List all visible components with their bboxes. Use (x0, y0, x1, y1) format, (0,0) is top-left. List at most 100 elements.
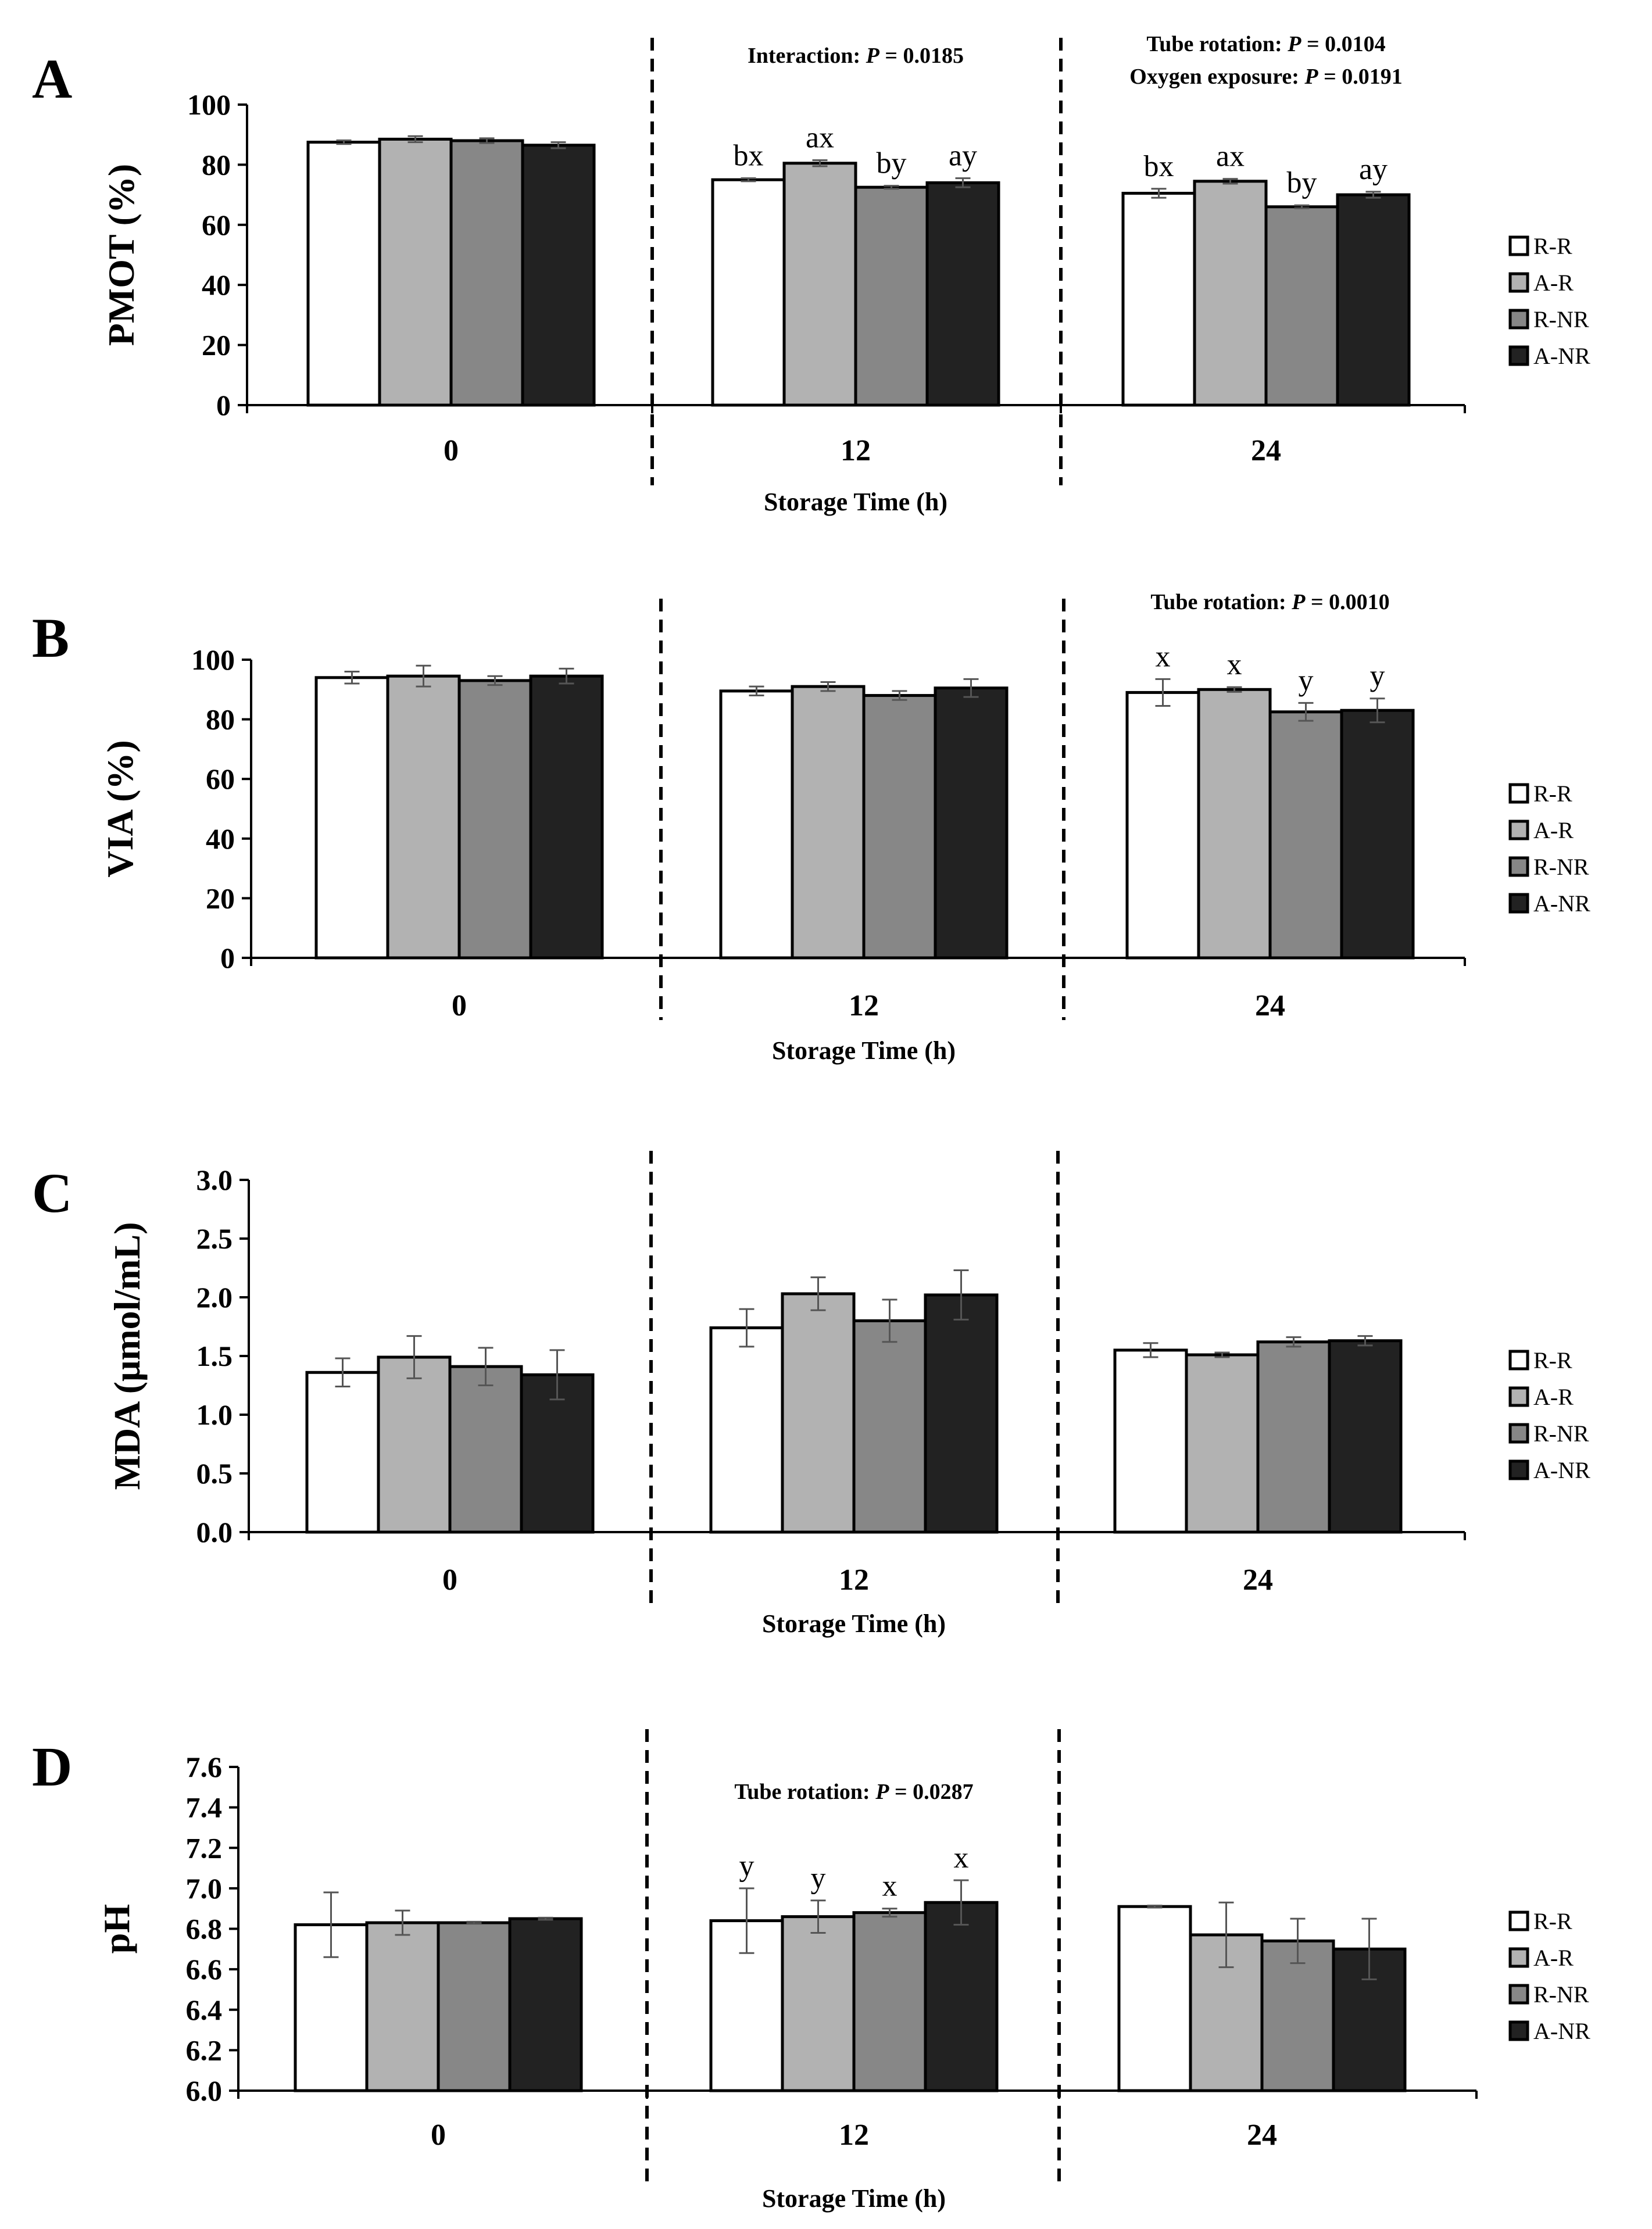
bar-r-nr (448, 1365, 523, 1534)
bar-r-r (305, 1371, 380, 1534)
bar-a-nr (1336, 193, 1411, 407)
x-tick-label: 0 (444, 434, 459, 467)
significance-label: x (882, 1870, 897, 1903)
legend-swatch-a-r (1508, 1947, 1529, 1968)
annotation-text: Tube rotation: (1146, 32, 1288, 56)
bar-a-nr (934, 686, 1009, 960)
legend-swatch-a-nr (1508, 2020, 1529, 2041)
x-tick-label: 0 (431, 2119, 446, 2152)
y-tick-label: 40 (206, 822, 235, 855)
significance-label: by (877, 147, 907, 180)
statistical-annotation: Tube rotation: P = 0.0104 (1146, 32, 1385, 56)
annotation-p-value: = 0.0010 (1305, 590, 1389, 614)
legend-swatch-r-nr (1508, 309, 1529, 330)
annotation-text: Tube rotation: (734, 1780, 875, 1804)
panel-b: B 0 20 40 60 80 100 VIA (%) 0 12 x x y y 24 Storage Tim… (32, 590, 1590, 1065)
legend-label: A-NR (1533, 1457, 1590, 1483)
y-tick-label: 3.0 (196, 1164, 233, 1196)
legend-swatch-a-nr (1508, 893, 1529, 914)
annotation-p-symbol: P (875, 1780, 889, 1804)
y-axis-label: MDA (μmol/mL) (106, 1222, 148, 1490)
panel-c: C 0.0 0.5 1.0 1.5 2.0 2.5 3.0 MDA (μmol/mL) 0 12 24… (32, 1151, 1590, 1638)
annotation-p-symbol: P (1291, 590, 1306, 614)
annotation-p-value: = 0.0191 (1318, 65, 1403, 89)
y-axis-label: VIA (%) (99, 740, 141, 877)
x-axis-label: Storage Time (h) (762, 2184, 946, 2213)
legend-swatch-a-r (1508, 272, 1529, 293)
bar-a-nr (520, 1373, 595, 1534)
panel-letter: A (32, 48, 72, 110)
significance-label: ax (1216, 140, 1245, 173)
x-tick-label: 24 (1251, 434, 1281, 467)
y-tick-label: 60 (202, 209, 231, 241)
bar-a-nr (924, 1901, 999, 2092)
panel-d: D 6.0 6.2 6.4 6.6 6.8 7.0 7.2 7.4 7.6 pH 0 y y x x 12 24 S… (32, 1729, 1590, 2213)
legend-label: A-NR (1533, 343, 1590, 369)
bar-a-nr (508, 1917, 583, 2092)
y-tick-label: 40 (202, 269, 231, 301)
y-axis-label: pH (96, 1904, 137, 1953)
y-tick-label: 6.8 (186, 1913, 223, 1945)
x-tick-label: 12 (841, 434, 871, 467)
panel-letter: C (32, 1162, 72, 1224)
bar-a-nr (521, 144, 596, 407)
x-tick-label: 12 (839, 1563, 869, 1597)
y-tick-label: 6.0 (186, 2074, 223, 2107)
legend-label: A-R (1533, 270, 1574, 296)
bar-a-nr (1340, 709, 1415, 960)
bar-a-r (781, 1915, 856, 2092)
statistical-annotation: Tube rotation: P = 0.0010 (1150, 590, 1389, 614)
bar-r-nr (449, 139, 524, 407)
bar-r-r (1121, 192, 1196, 407)
bar-r-nr (1256, 1340, 1331, 1534)
x-tick-label: 24 (1247, 2119, 1277, 2152)
annotation-text: Oxygen exposure: (1129, 65, 1304, 89)
legend-label: A-NR (1533, 890, 1590, 917)
y-tick-label: 7.4 (186, 1791, 223, 1824)
statistical-annotation: Oxygen exposure: P = 0.0191 (1129, 65, 1403, 89)
significance-label: x (1227, 648, 1242, 681)
bar-r-nr (852, 1319, 927, 1534)
y-tick-label: 100 (187, 88, 231, 121)
y-tick-label: 20 (202, 329, 231, 362)
y-axis-label: PMOT (%) (101, 164, 142, 346)
bar-a-r (782, 162, 857, 407)
annotation-text: Interaction: (748, 44, 866, 68)
bar-r-r (306, 141, 381, 407)
significance-label: ay (949, 139, 977, 173)
bar-r-nr (1268, 710, 1343, 960)
legend-label: R-NR (1533, 854, 1589, 880)
legend-label: R-NR (1533, 1421, 1589, 1447)
bar-r-r (1117, 1905, 1192, 2092)
bar-r-nr (437, 1921, 512, 2092)
x-tick-label: 0 (452, 989, 467, 1022)
y-tick-label: 0.5 (196, 1457, 233, 1490)
significance-label: ay (1359, 153, 1388, 186)
panel-letter: B (32, 607, 69, 669)
legend-label: R-R (1533, 781, 1572, 807)
annotation-p-symbol: P (1287, 32, 1301, 56)
y-tick-label: 6.4 (186, 1994, 223, 2026)
bar-r-r (719, 689, 794, 960)
x-axis-label: Storage Time (h) (764, 488, 947, 516)
bar-a-r (1193, 180, 1268, 407)
y-tick-label: 100 (191, 643, 235, 676)
y-tick-label: 7.2 (186, 1831, 223, 1864)
y-tick-label: 7.0 (186, 1872, 223, 1905)
legend-swatch-a-r (1508, 820, 1529, 840)
panel-a: A 0 20 40 60 80 100 PMOT (%) 0 bx ax by ay 12 bx ax by ay… (32, 32, 1590, 516)
legend-swatch-r-nr (1508, 1423, 1529, 1444)
x-tick-label: 0 (442, 1563, 457, 1597)
annotation-p-symbol: P (1304, 65, 1318, 89)
legend-swatch-a-nr (1508, 1459, 1529, 1480)
bar-a-r (781, 1292, 856, 1534)
bar-a-nr (529, 674, 604, 960)
significance-label: by (1287, 166, 1317, 199)
bar-r-nr (457, 679, 532, 960)
legend-label: R-R (1533, 1908, 1572, 1934)
panel-letter: D (32, 1736, 72, 1798)
legend-label: A-R (1533, 817, 1574, 843)
bar-a-r (377, 1355, 452, 1534)
significance-label: bx (1144, 150, 1174, 183)
